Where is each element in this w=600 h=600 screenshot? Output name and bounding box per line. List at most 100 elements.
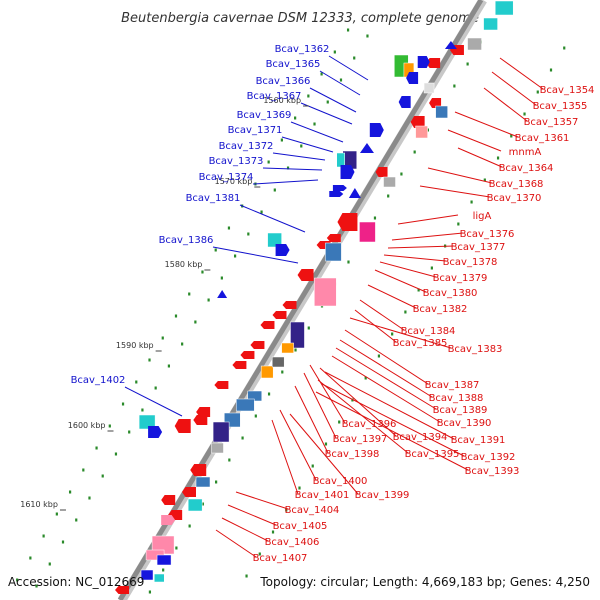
right-gene-label[interactable]: Bcav_1377	[451, 242, 506, 253]
gene-feature[interactable]	[148, 426, 163, 438]
gene-feature[interactable]	[272, 311, 287, 319]
left-gene-label[interactable]: Bcav_1362	[275, 44, 330, 55]
gene-feature[interactable]	[423, 82, 435, 94]
gene-feature[interactable]	[115, 586, 130, 594]
left-gene-label[interactable]: Bcav_1367	[247, 91, 302, 102]
gene-feature[interactable]	[297, 269, 314, 281]
right-gene-label[interactable]: Bcav_1404	[285, 505, 340, 516]
gene-feature[interactable]	[494, 0, 514, 16]
gene-feature[interactable]	[340, 165, 355, 179]
right-gene-label[interactable]: Bcav_1395	[405, 449, 460, 460]
right-gene-label[interactable]: Bcav_1400	[313, 476, 368, 487]
gene-feature[interactable]	[369, 123, 384, 137]
gene-feature[interactable]	[153, 573, 165, 583]
gene-feature[interactable]	[211, 442, 224, 454]
left-gene-label[interactable]: Bcav_1386	[159, 235, 214, 246]
gene-feature[interactable]	[138, 414, 156, 430]
gene-feature[interactable]	[250, 341, 265, 349]
left-gene-label[interactable]: Bcav_1373	[209, 156, 264, 167]
gene-feature[interactable]	[435, 105, 448, 119]
right-gene-label[interactable]: Bcav_1406	[265, 537, 320, 548]
right-gene-label[interactable]: mnmA	[509, 147, 542, 158]
gene-feature[interactable]	[417, 56, 430, 68]
right-gene-label[interactable]: Bcav_1379	[433, 273, 488, 284]
left-gene-label[interactable]: Bcav_1372	[219, 141, 274, 152]
right-gene-label[interactable]: Bcav_1398	[325, 449, 380, 460]
gene-feature[interactable]	[260, 321, 275, 329]
gene-feature[interactable]	[190, 464, 207, 476]
right-gene-label[interactable]: Bcav_1370	[487, 193, 542, 204]
gene-feature[interactable]	[260, 365, 274, 379]
gene-feature[interactable]	[232, 361, 247, 369]
right-gene-label[interactable]: Bcav_1355	[533, 101, 588, 112]
gene-feature[interactable]	[314, 277, 337, 307]
right-gene-label[interactable]: Bcav_1399	[355, 490, 410, 501]
gene-feature[interactable]	[336, 152, 346, 168]
gene-feature[interactable]	[326, 234, 341, 242]
right-gene-label[interactable]: Bcav_1380	[423, 288, 478, 299]
gene-feature[interactable]	[161, 495, 176, 505]
right-gene-label[interactable]: Bcav_1361	[515, 133, 570, 144]
gene-feature[interactable]	[193, 415, 208, 425]
right-gene-label[interactable]: Bcav_1388	[429, 393, 484, 404]
gene-feature[interactable]	[271, 356, 285, 368]
right-gene-label[interactable]: Bcav_1368	[489, 179, 544, 190]
gene-feature[interactable]	[281, 342, 294, 354]
gene-feature[interactable]	[187, 498, 203, 512]
gene-feature[interactable]	[337, 213, 358, 231]
left-gene-label[interactable]: Bcav_1366	[256, 76, 311, 87]
right-gene-label[interactable]: Bcav_1390	[437, 418, 492, 429]
gene-feature[interactable]	[214, 381, 229, 389]
gene-feature[interactable]	[217, 290, 228, 298]
right-gene-label[interactable]: Bcav_1393	[465, 466, 520, 477]
gene-feature[interactable]	[181, 487, 196, 497]
right-gene-label[interactable]: Bcav_1394	[393, 432, 448, 443]
gene-feature[interactable]	[426, 58, 441, 68]
right-gene-label[interactable]: Bcav_1357	[524, 117, 579, 128]
gene-feature[interactable]	[410, 116, 425, 128]
gene-feature[interactable]	[332, 185, 347, 191]
gene-feature[interactable]	[196, 407, 211, 417]
gene-feature[interactable]	[212, 421, 230, 443]
left-gene-label[interactable]: Bcav_1374	[199, 172, 254, 183]
right-gene-label[interactable]: Bcav_1391	[451, 435, 506, 446]
right-gene-label[interactable]: Bcav_1364	[499, 163, 554, 174]
right-gene-label[interactable]: Bcav_1397	[333, 434, 388, 445]
gene-feature[interactable]	[375, 167, 388, 177]
gene-feature[interactable]	[156, 554, 172, 566]
right-gene-label[interactable]: Bcav_1387	[425, 380, 480, 391]
gene-feature[interactable]	[444, 41, 457, 49]
gene-feature[interactable]	[398, 96, 411, 108]
left-gene-label[interactable]: Bcav_1402	[71, 375, 126, 386]
gene-feature[interactable]	[483, 17, 498, 31]
right-gene-label[interactable]: Bcav_1389	[433, 405, 488, 416]
gene-feature[interactable]	[415, 125, 428, 139]
right-gene-label[interactable]: Bcav_1407	[253, 553, 308, 564]
gene-feature[interactable]	[383, 176, 396, 188]
right-gene-label[interactable]: Bcav_1401	[295, 490, 350, 501]
left-gene-label[interactable]: Bcav_1371	[228, 125, 283, 136]
left-gene-label[interactable]: Bcav_1381	[186, 193, 241, 204]
gene-feature[interactable]	[240, 351, 255, 359]
gene-feature[interactable]	[329, 191, 344, 197]
gene-feature[interactable]	[161, 515, 176, 525]
gene-feature[interactable]	[290, 321, 305, 349]
gene-feature[interactable]	[359, 143, 374, 153]
gene-feature[interactable]	[247, 390, 263, 402]
right-gene-label[interactable]: Bcav_1385	[393, 338, 448, 349]
right-gene-label[interactable]: ligA	[473, 211, 492, 222]
right-gene-label[interactable]: Bcav_1376	[460, 229, 515, 240]
gene-feature[interactable]	[282, 301, 297, 309]
right-gene-label[interactable]: Bcav_1392	[461, 452, 516, 463]
gene-feature[interactable]	[195, 476, 211, 488]
right-gene-label[interactable]: Bcav_1384	[401, 326, 456, 337]
gene-feature[interactable]	[359, 221, 376, 243]
gene-feature[interactable]	[429, 98, 442, 108]
right-gene-label[interactable]: Bcav_1378	[443, 257, 498, 268]
right-gene-label[interactable]: Bcav_1396	[342, 419, 397, 430]
gene-feature[interactable]	[406, 72, 419, 84]
gene-feature[interactable]	[348, 188, 361, 198]
gene-feature[interactable]	[140, 569, 154, 581]
left-gene-label[interactable]: Bcav_1369	[237, 110, 292, 121]
right-gene-label[interactable]: Bcav_1354	[540, 85, 595, 96]
